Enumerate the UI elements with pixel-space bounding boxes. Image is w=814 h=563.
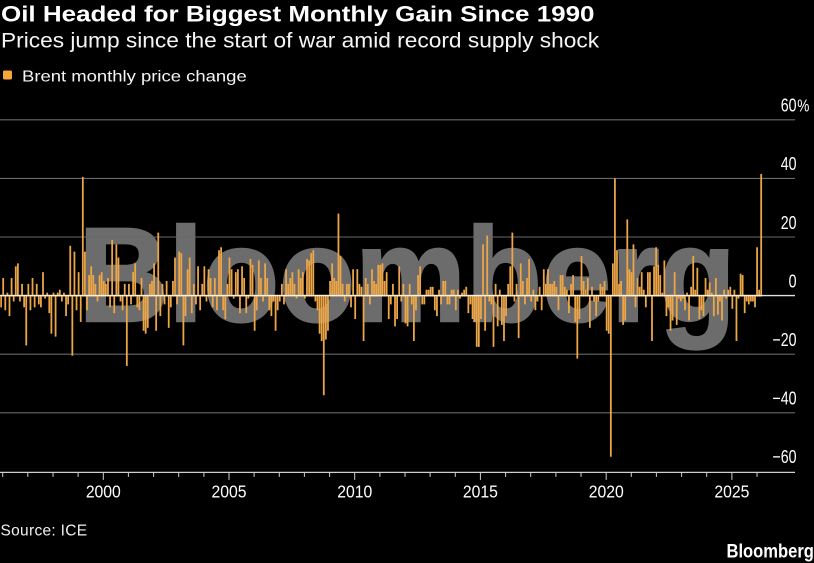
svg-text:Bloomberg: Bloomberg bbox=[727, 540, 814, 562]
svg-text:−20: −20 bbox=[772, 330, 796, 350]
svg-text:2025: 2025 bbox=[714, 482, 749, 502]
svg-text:2020: 2020 bbox=[589, 482, 624, 502]
svg-text:Source: ICE: Source: ICE bbox=[1, 523, 88, 540]
svg-text:%: % bbox=[797, 97, 809, 116]
svg-text:Oil Headed for Biggest Monthly: Oil Headed for Biggest Monthly Gain Sinc… bbox=[1, 2, 595, 27]
svg-text:2005: 2005 bbox=[212, 482, 247, 502]
svg-text:2010: 2010 bbox=[337, 482, 372, 502]
svg-text:20: 20 bbox=[781, 213, 797, 233]
svg-text:−40: −40 bbox=[772, 389, 796, 409]
svg-text:Bloomberg: Bloomberg bbox=[79, 201, 736, 350]
svg-text:40: 40 bbox=[781, 155, 797, 175]
svg-text:Brent monthly price change: Brent monthly price change bbox=[22, 67, 247, 86]
svg-text:60: 60 bbox=[781, 96, 797, 116]
svg-text:0: 0 bbox=[789, 272, 797, 292]
svg-text:Prices jump since the start of: Prices jump since the start of war amid … bbox=[1, 28, 600, 52]
svg-text:2015: 2015 bbox=[463, 482, 498, 502]
svg-text:2000: 2000 bbox=[86, 482, 121, 502]
svg-text:−60: −60 bbox=[772, 448, 796, 468]
